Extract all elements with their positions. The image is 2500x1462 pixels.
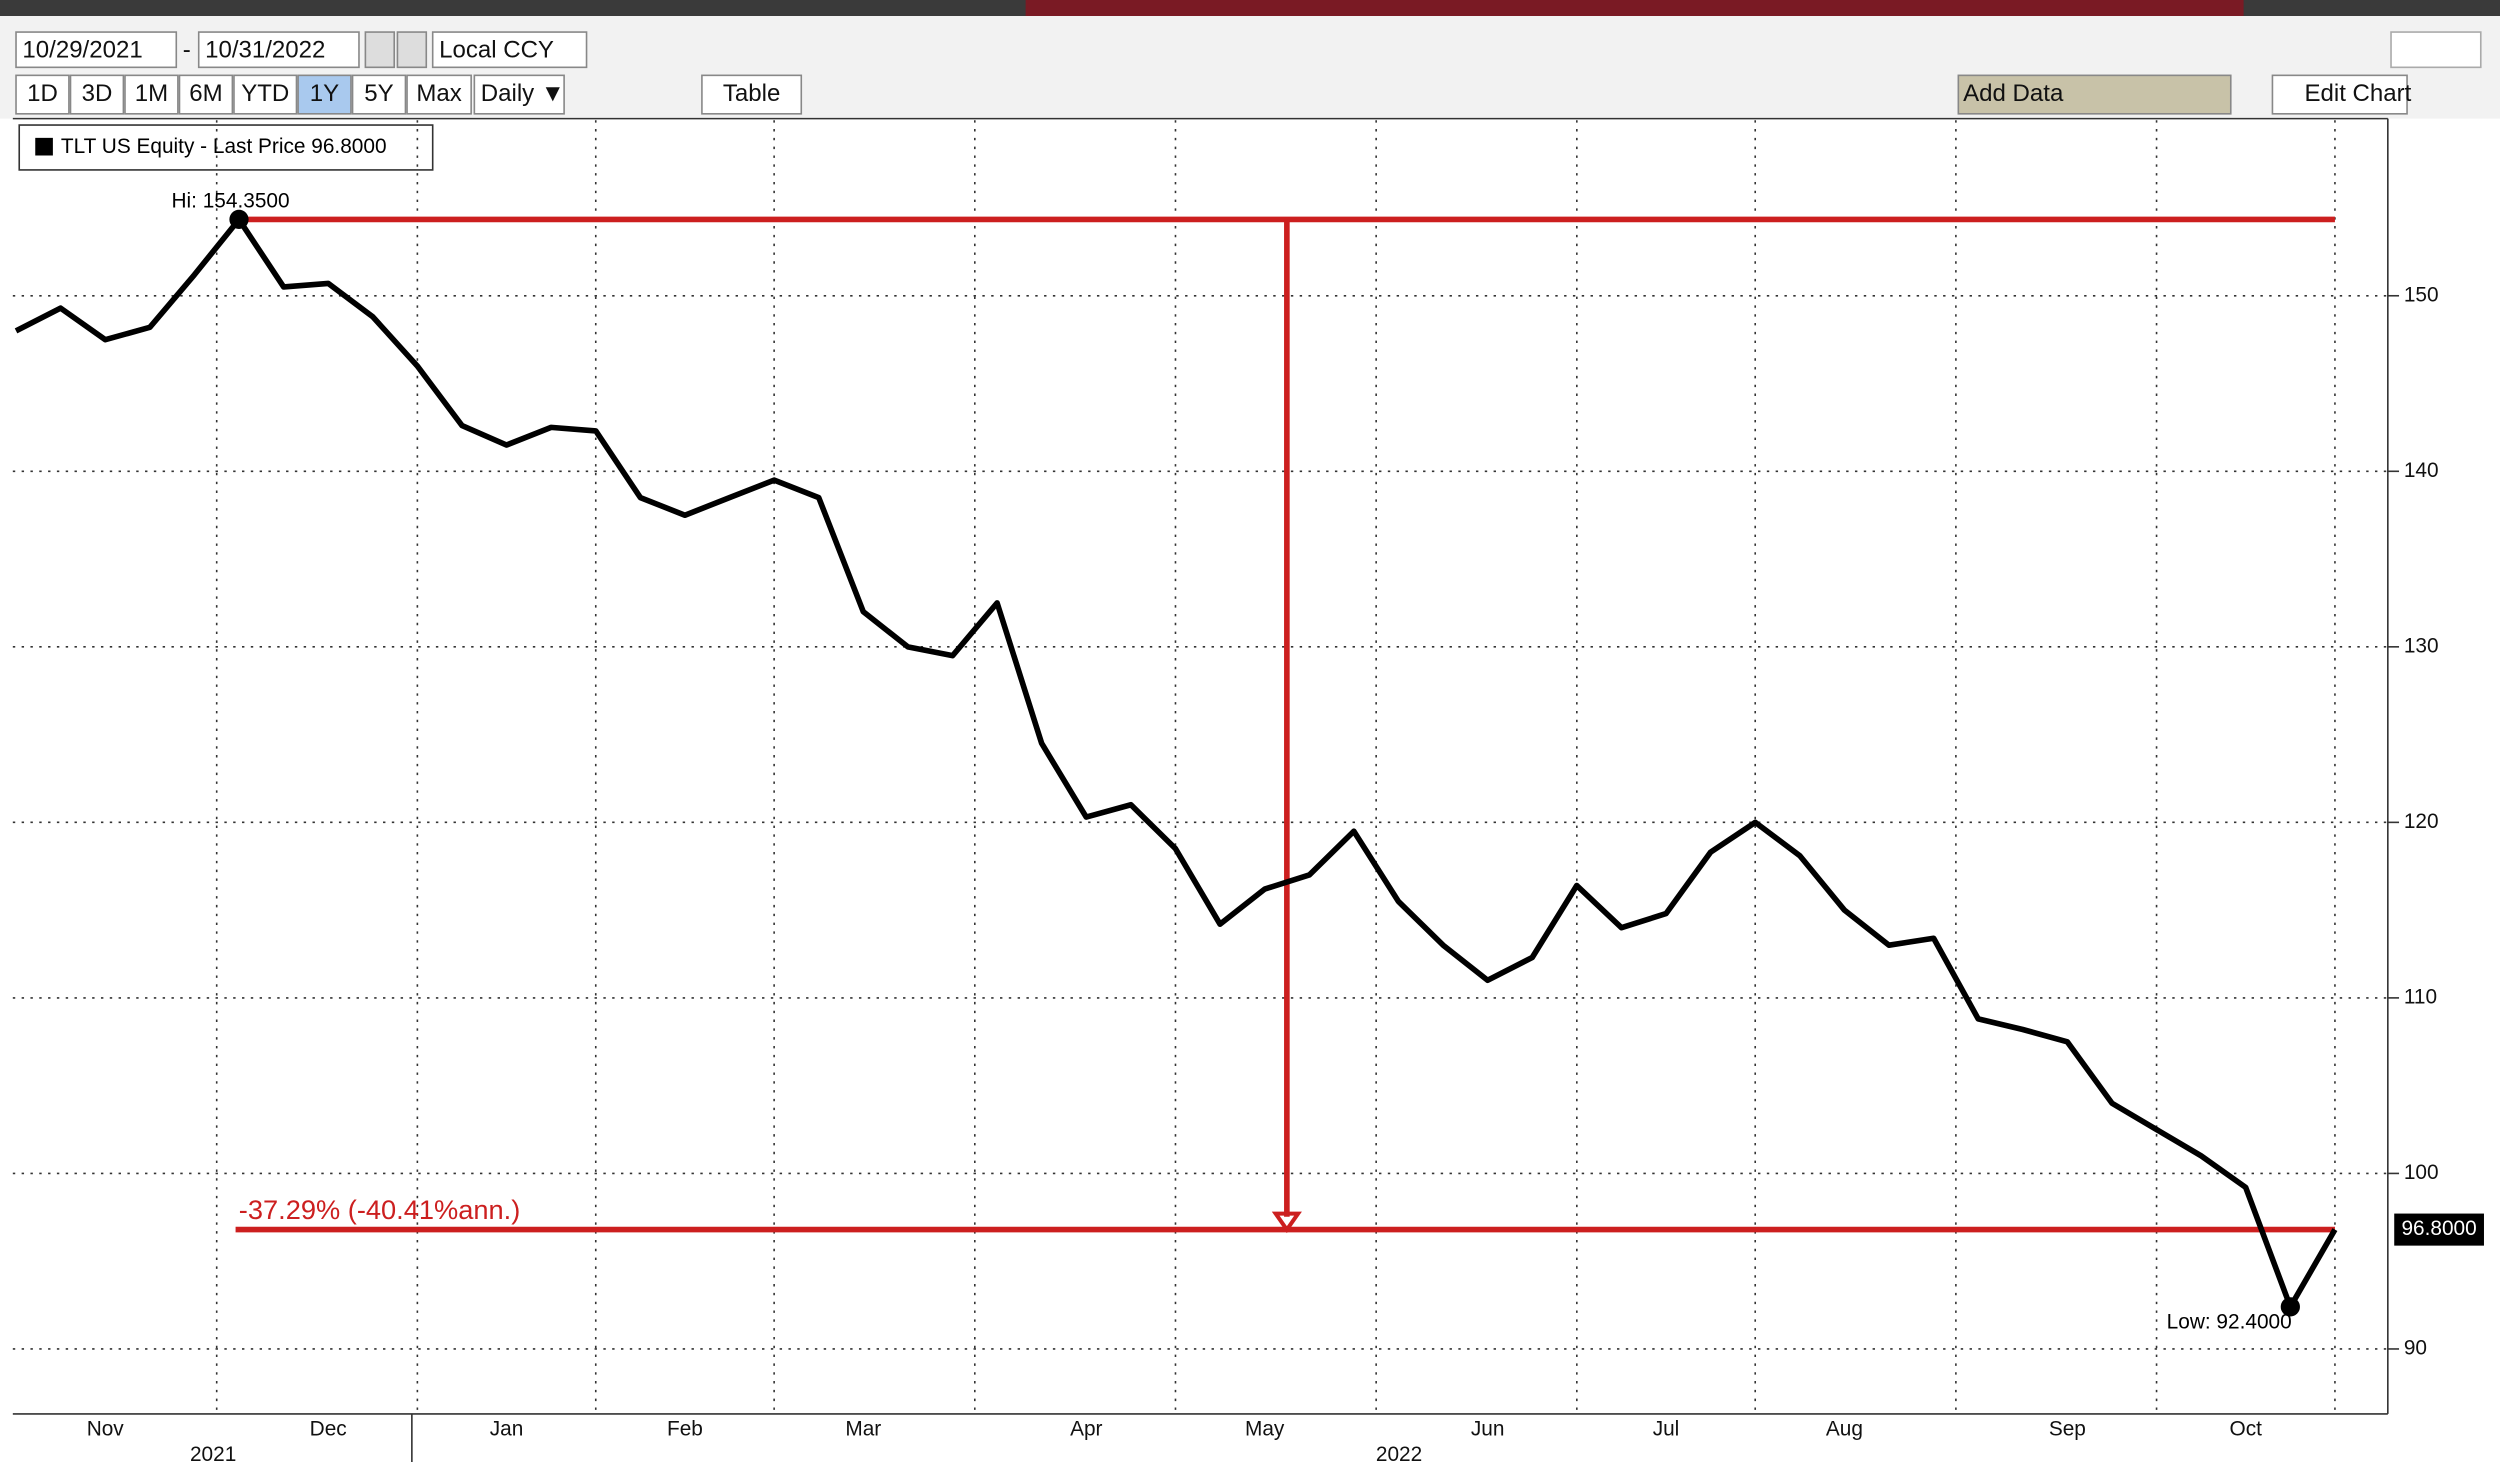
top-strip-accent [1025, 0, 2244, 17]
change-label: -37.29% (-40.41%ann.) [239, 1194, 521, 1225]
x-tick-label: Jul [1653, 1417, 1680, 1440]
year-label: 2021 [190, 1443, 236, 1462]
add-data: Add Data [1963, 80, 2064, 107]
range-button[interactable] [15, 74, 70, 115]
low-label: Low: 92.4000 [2167, 1310, 2292, 1333]
range-button[interactable] [178, 74, 234, 115]
x-tick-label: Feb [667, 1417, 703, 1440]
x-tick-label: Jun [1471, 1417, 1505, 1440]
last-price-tag [2394, 1213, 2484, 1246]
end-date: 10/31/2022 [205, 37, 325, 64]
currency: Local CCY [439, 37, 554, 64]
range-button[interactable] [297, 74, 352, 115]
low-marker [2280, 1297, 2300, 1317]
frequency: Daily ▼ [481, 80, 565, 107]
range-buttons: 1D 3D 1M 6M YTD 1Y 5Y Max [15, 74, 472, 115]
x-tick-label: Oct [2230, 1417, 2263, 1440]
x-tick-label: Aug [1826, 1417, 1863, 1440]
legend-label: TLT US Equity - Last Price 96.8000 [61, 135, 387, 158]
last-price-label: 96.8000 [2401, 1217, 2476, 1240]
y-tick-label: 140 [2404, 459, 2439, 482]
edit-chart: Edit Chart [2304, 80, 2411, 107]
x-tick-label: Apr [1070, 1417, 1102, 1440]
range-button[interactable] [233, 74, 298, 115]
range-label: 1D [27, 80, 58, 107]
y-tick-label: 130 [2404, 634, 2439, 657]
range-label: 1Y [310, 80, 339, 107]
next-button[interactable] [396, 31, 428, 69]
legend [18, 124, 434, 171]
y-tick-label: 150 [2404, 283, 2439, 306]
range-button[interactable] [69, 74, 125, 115]
range-label: 1M [135, 80, 168, 107]
date-box[interactable] [197, 31, 360, 69]
x-tick-label: May [1245, 1417, 1285, 1440]
table-button[interactable] [701, 74, 803, 115]
date-box[interactable] [15, 31, 178, 69]
y-tick-label: 110 [2404, 985, 2437, 1008]
add-data-field[interactable] [1957, 74, 2232, 115]
year-label: 2022 [1376, 1443, 1422, 1462]
undo-redo[interactable] [2390, 31, 2482, 69]
high-label: Hi: 154.3500 [171, 189, 289, 212]
range-label: 3D [82, 80, 113, 107]
range-button[interactable] [406, 74, 472, 115]
range-button[interactable] [124, 74, 179, 115]
range-label: 5Y [364, 80, 393, 107]
currency-select[interactable] [431, 31, 588, 69]
dash: - [183, 37, 191, 64]
price-line [14, 216, 2338, 1310]
y-tick-label: 90 [2404, 1336, 2427, 1359]
x-tick-label: Nov [87, 1417, 125, 1440]
high-marker [229, 209, 249, 230]
plot: 90 100 110 120 130 140 150 Nov Dec Jan Feb Mar Apr Ma… [12, 120, 2484, 1462]
range-label: Max [416, 80, 461, 107]
range-label: 6M [189, 80, 222, 107]
x-tick-label: Sep [2049, 1417, 2086, 1440]
y-tick-label: 120 [2404, 810, 2439, 833]
x-tick-label: Dec [310, 1417, 347, 1440]
x-tick-label: Mar [845, 1417, 881, 1440]
start-date: 10/29/2021 [22, 37, 142, 64]
range-label: YTD [241, 80, 289, 107]
x-tick-label: Jan [490, 1417, 524, 1440]
range-button[interactable] [351, 74, 407, 115]
edit-chart-button[interactable] [2271, 74, 2408, 115]
table-label: Table [723, 80, 780, 107]
arrow-head [1271, 1211, 1302, 1234]
legend-swatch [35, 137, 53, 156]
frequency-select[interactable] [473, 74, 565, 115]
prev-button[interactable] [364, 31, 396, 69]
y-tick-label: 100 [2404, 1161, 2439, 1184]
